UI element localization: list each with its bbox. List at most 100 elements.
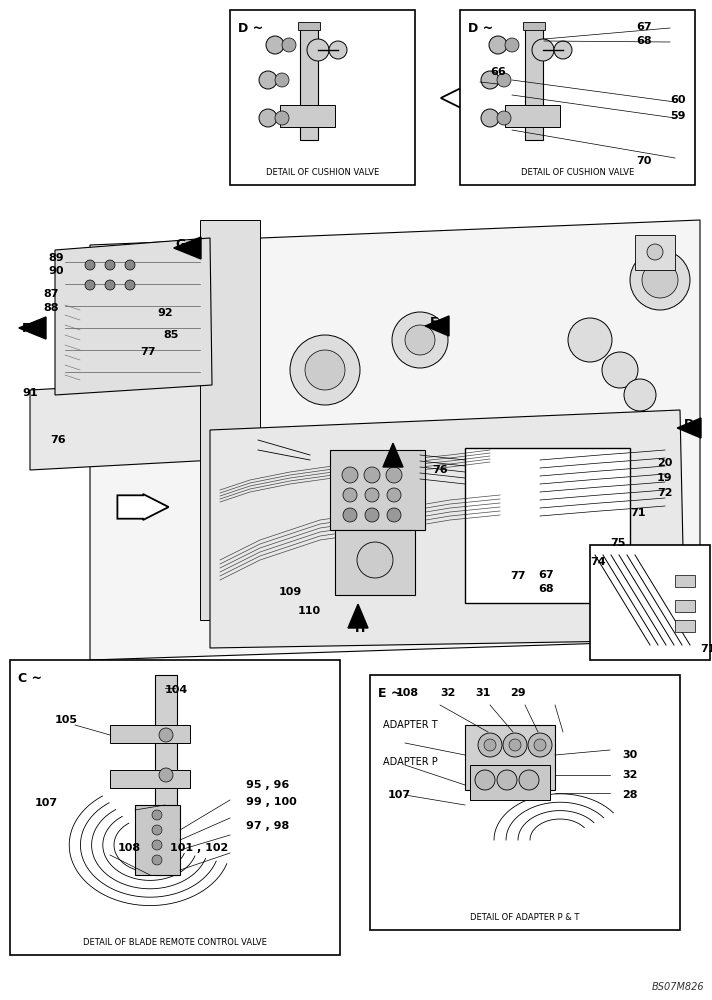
Text: 19: 19 [657,473,673,483]
Text: 71: 71 [700,644,712,654]
Circle shape [484,739,496,751]
Text: 29: 29 [510,688,525,698]
Circle shape [266,36,284,54]
Bar [135,805,180,875]
Circle shape [503,733,527,757]
Circle shape [481,109,499,127]
Text: 28: 28 [622,790,637,800]
Circle shape [475,770,495,790]
Text: 66: 66 [490,67,506,77]
Circle shape [343,508,357,522]
Bar [525,25,543,140]
Text: 71: 71 [630,508,646,518]
Text: DETAIL OF CUSHION VALVE: DETAIL OF CUSHION VALVE [521,168,634,177]
Text: 85: 85 [163,330,179,340]
Circle shape [497,73,511,87]
Circle shape [125,280,135,290]
Text: D ~: D ~ [468,22,493,35]
Circle shape [481,71,499,89]
Polygon shape [200,220,260,620]
Bar [280,105,335,127]
Circle shape [125,260,135,270]
Polygon shape [117,494,169,520]
Bar [470,765,550,800]
Circle shape [497,111,511,125]
Text: 107: 107 [388,790,411,800]
Circle shape [105,260,115,270]
Circle shape [387,508,401,522]
Circle shape [85,260,95,270]
Polygon shape [55,238,212,395]
Text: 76: 76 [432,465,448,475]
Text: 59: 59 [670,111,686,121]
Polygon shape [441,89,479,107]
Text: 68: 68 [538,584,554,594]
Text: 104: 104 [165,685,188,695]
Text: 74: 74 [590,557,606,567]
Circle shape [159,768,173,782]
Bar [370,675,680,930]
Text: 95 , 96: 95 , 96 [246,780,289,790]
Bar [675,620,695,632]
Text: DETAIL OF ADAPTER P & T: DETAIL OF ADAPTER P & T [471,913,580,922]
Circle shape [365,508,379,522]
Bar [330,450,425,530]
Text: ADAPTER T: ADAPTER T [383,720,438,730]
Text: C ~: C ~ [18,672,42,685]
Text: DETAIL OF BLADE REMOTE CONTROL VALVE: DETAIL OF BLADE REMOTE CONTROL VALVE [83,938,267,947]
Bar [155,675,177,875]
Circle shape [343,488,357,502]
Text: 105: 105 [55,715,78,725]
Text: H: H [355,621,365,635]
Circle shape [159,833,173,847]
Circle shape [307,39,329,61]
Polygon shape [90,220,700,660]
Text: 70: 70 [636,156,651,166]
Text: 92: 92 [157,308,172,318]
Text: D: D [684,418,694,430]
Text: 67: 67 [538,570,554,580]
Circle shape [642,262,678,298]
Circle shape [478,733,502,757]
Text: E: E [430,316,439,328]
Text: 108: 108 [118,843,141,853]
Text: 108: 108 [396,688,419,698]
Circle shape [290,335,360,405]
Text: 20: 20 [657,458,672,468]
Circle shape [647,244,663,260]
Circle shape [387,488,401,502]
Circle shape [342,467,358,483]
Bar [10,660,340,955]
Text: 77: 77 [510,571,525,581]
Polygon shape [383,443,403,467]
Text: 87: 87 [43,289,58,299]
Circle shape [364,467,380,483]
Text: BS07M826: BS07M826 [651,982,704,992]
Circle shape [259,71,277,89]
Text: E ~: E ~ [378,687,402,700]
Bar [335,530,415,595]
Circle shape [386,467,402,483]
Bar [523,22,545,30]
Circle shape [405,325,435,355]
Circle shape [105,280,115,290]
Text: 75: 75 [610,538,625,548]
Circle shape [497,770,517,790]
Circle shape [365,488,379,502]
Text: 97 , 98: 97 , 98 [246,821,289,831]
Text: 90: 90 [48,266,63,276]
Circle shape [624,379,656,411]
Circle shape [152,840,162,850]
Text: 32: 32 [622,770,637,780]
Circle shape [85,280,95,290]
Polygon shape [19,317,46,339]
Polygon shape [677,418,701,438]
Text: 30: 30 [622,750,637,760]
Circle shape [282,38,296,52]
Text: 31: 31 [475,688,491,698]
Polygon shape [425,316,449,336]
Circle shape [392,312,448,368]
Circle shape [509,739,521,751]
Bar [675,575,695,587]
Circle shape [568,318,612,362]
